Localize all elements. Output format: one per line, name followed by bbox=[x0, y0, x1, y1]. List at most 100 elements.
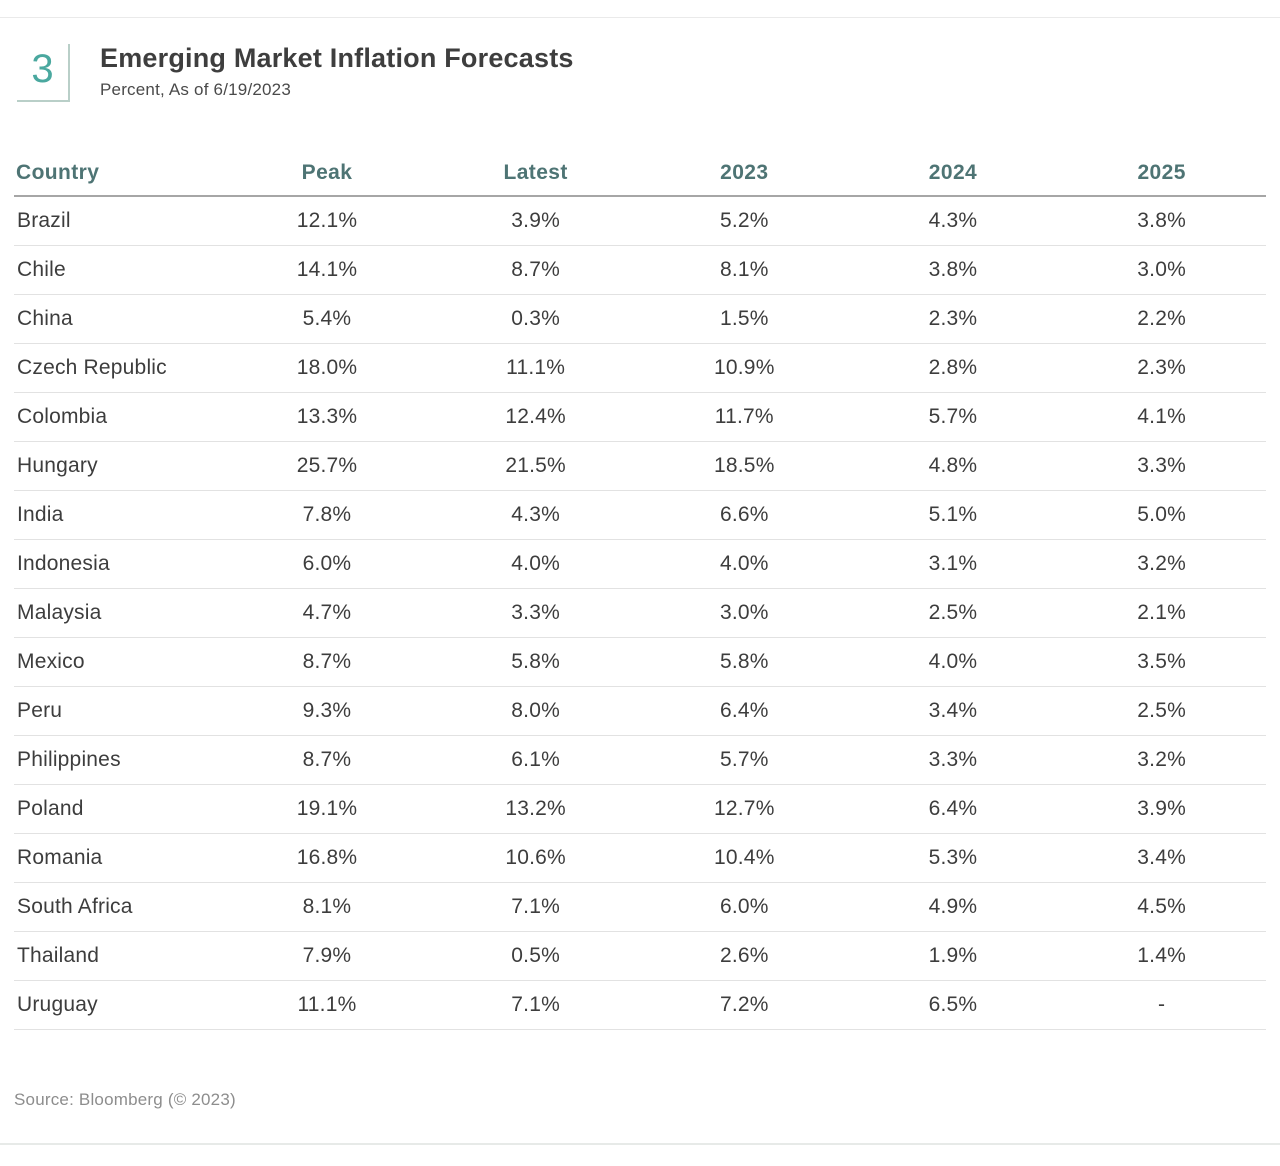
value-cell: 10.4% bbox=[639, 833, 849, 883]
value-cell: 3.0% bbox=[639, 588, 849, 638]
value-cell: 16.8% bbox=[222, 833, 432, 883]
value-cell: 6.4% bbox=[848, 784, 1058, 834]
value-cell: 2.5% bbox=[848, 588, 1058, 638]
value-cell: 18.5% bbox=[639, 441, 849, 491]
column-header-latest: Latest bbox=[431, 150, 640, 197]
value-cell: 6.5% bbox=[848, 980, 1058, 1030]
value-cell: 6.0% bbox=[222, 539, 432, 589]
value-cell: 5.4% bbox=[222, 294, 432, 344]
value-cell: 8.7% bbox=[222, 735, 432, 785]
top-divider bbox=[0, 17, 1280, 18]
forecast-table-wrap: Country Peak Latest 2023 2024 2025 Brazi… bbox=[14, 150, 1266, 1030]
value-cell: 5.1% bbox=[848, 490, 1058, 540]
value-cell: 4.3% bbox=[431, 490, 640, 540]
table-row: Romania 16.8% 10.6% 10.4% 5.3% 3.4% bbox=[14, 833, 1266, 883]
country-cell: Uruguay bbox=[14, 980, 223, 1030]
value-cell: 25.7% bbox=[222, 441, 432, 491]
table-row: Chile 14.1% 8.7% 8.1% 3.8% 3.0% bbox=[14, 245, 1266, 295]
value-cell: 3.5% bbox=[1057, 637, 1266, 687]
table-row: India 7.8% 4.3% 6.6% 5.1% 5.0% bbox=[14, 490, 1266, 540]
table-row: Poland 19.1% 13.2% 12.7% 6.4% 3.9% bbox=[14, 784, 1266, 834]
value-cell: 3.2% bbox=[1057, 539, 1266, 589]
table-row: Malaysia 4.7% 3.3% 3.0% 2.5% 2.1% bbox=[14, 588, 1266, 638]
column-header-country: Country bbox=[14, 150, 223, 197]
forecast-table: Country Peak Latest 2023 2024 2025 Brazi… bbox=[14, 150, 1266, 1030]
value-cell: 1.9% bbox=[848, 931, 1058, 981]
country-cell: Mexico bbox=[14, 637, 223, 687]
value-cell: 8.0% bbox=[431, 686, 640, 736]
country-cell: Philippines bbox=[14, 735, 223, 785]
exhibit-header: 3 Emerging Market Inflation Forecasts Pe… bbox=[17, 44, 574, 102]
country-cell: Czech Republic bbox=[14, 343, 223, 393]
value-cell: 1.4% bbox=[1057, 931, 1266, 981]
table-row: Brazil 12.1% 3.9% 5.2% 4.3% 3.8% bbox=[14, 196, 1266, 246]
value-cell: 7.9% bbox=[222, 931, 432, 981]
value-cell: 2.5% bbox=[1057, 686, 1266, 736]
value-cell: 3.8% bbox=[848, 245, 1058, 295]
value-cell: 5.7% bbox=[848, 392, 1058, 442]
country-cell: Thailand bbox=[14, 931, 223, 981]
country-cell: Colombia bbox=[14, 392, 223, 442]
page-subtitle: Percent, As of 6/19/2023 bbox=[100, 80, 291, 100]
table-row: South Africa 8.1% 7.1% 6.0% 4.9% 4.5% bbox=[14, 882, 1266, 932]
country-cell: India bbox=[14, 490, 223, 540]
country-cell: Malaysia bbox=[14, 588, 223, 638]
value-cell: 2.3% bbox=[848, 294, 1058, 344]
source-note: Source: Bloomberg (© 2023) bbox=[14, 1090, 236, 1109]
value-cell: 5.0% bbox=[1057, 490, 1266, 540]
value-cell: 12.7% bbox=[639, 784, 849, 834]
value-cell: 4.0% bbox=[431, 539, 640, 589]
value-cell: 6.4% bbox=[639, 686, 849, 736]
value-cell: 18.0% bbox=[222, 343, 432, 393]
value-cell: 4.7% bbox=[222, 588, 432, 638]
value-cell: 0.5% bbox=[431, 931, 640, 981]
country-cell: Peru bbox=[14, 686, 223, 736]
table-row: Uruguay 11.1% 7.1% 7.2% 6.5% - bbox=[14, 980, 1266, 1030]
value-cell: 4.3% bbox=[848, 196, 1058, 246]
exhibit-number: 3 bbox=[31, 47, 54, 91]
value-cell: 4.5% bbox=[1057, 882, 1266, 932]
value-cell: 21.5% bbox=[431, 441, 640, 491]
exhibit-number-badge: 3 bbox=[17, 44, 70, 102]
table-row: China 5.4% 0.3% 1.5% 2.3% 2.2% bbox=[14, 294, 1266, 344]
value-cell: 7.8% bbox=[222, 490, 432, 540]
value-cell: 11.1% bbox=[222, 980, 432, 1030]
value-cell: 3.2% bbox=[1057, 735, 1266, 785]
value-cell: 5.3% bbox=[848, 833, 1058, 883]
table-row: Indonesia 6.0% 4.0% 4.0% 3.1% 3.2% bbox=[14, 539, 1266, 589]
value-cell: 4.0% bbox=[639, 539, 849, 589]
value-cell: 11.7% bbox=[639, 392, 849, 442]
value-cell: 8.1% bbox=[639, 245, 849, 295]
country-cell: Romania bbox=[14, 833, 223, 883]
table-row: Thailand 7.9% 0.5% 2.6% 1.9% 1.4% bbox=[14, 931, 1266, 981]
table-row: Hungary 25.7% 21.5% 18.5% 4.8% 3.3% bbox=[14, 441, 1266, 491]
table-header-row: Country Peak Latest 2023 2024 2025 bbox=[14, 150, 1266, 197]
value-cell: 3.4% bbox=[848, 686, 1058, 736]
value-cell: 19.1% bbox=[222, 784, 432, 834]
value-cell: 8.7% bbox=[222, 637, 432, 687]
table-row: Czech Republic 18.0% 11.1% 10.9% 2.8% 2.3% bbox=[14, 343, 1266, 393]
table-body: Brazil 12.1% 3.9% 5.2% 4.3% 3.8% Chile 14.1% 8.7… bbox=[14, 196, 1266, 1030]
bottom-divider bbox=[0, 1143, 1280, 1145]
value-cell: 4.8% bbox=[848, 441, 1058, 491]
table-row: Mexico 8.7% 5.8% 5.8% 4.0% 3.5% bbox=[14, 637, 1266, 687]
value-cell: 3.4% bbox=[1057, 833, 1266, 883]
country-cell: Indonesia bbox=[14, 539, 223, 589]
value-cell: 5.8% bbox=[431, 637, 640, 687]
value-cell: 2.2% bbox=[1057, 294, 1266, 344]
value-cell: 7.1% bbox=[431, 980, 640, 1030]
value-cell: 2.1% bbox=[1057, 588, 1266, 638]
value-cell: 5.7% bbox=[639, 735, 849, 785]
value-cell: 6.6% bbox=[639, 490, 849, 540]
value-cell: 2.3% bbox=[1057, 343, 1266, 393]
value-cell: 14.1% bbox=[222, 245, 432, 295]
title-block: Emerging Market Inflation Forecasts Perc… bbox=[100, 44, 574, 100]
value-cell: 4.0% bbox=[848, 637, 1058, 687]
value-cell: 4.1% bbox=[1057, 392, 1266, 442]
value-cell: 9.3% bbox=[222, 686, 432, 736]
country-cell: Hungary bbox=[14, 441, 223, 491]
value-cell: 3.9% bbox=[431, 196, 640, 246]
country-cell: China bbox=[14, 294, 223, 344]
value-cell: 3.1% bbox=[848, 539, 1058, 589]
page-title: Emerging Market Inflation Forecasts bbox=[100, 43, 574, 73]
